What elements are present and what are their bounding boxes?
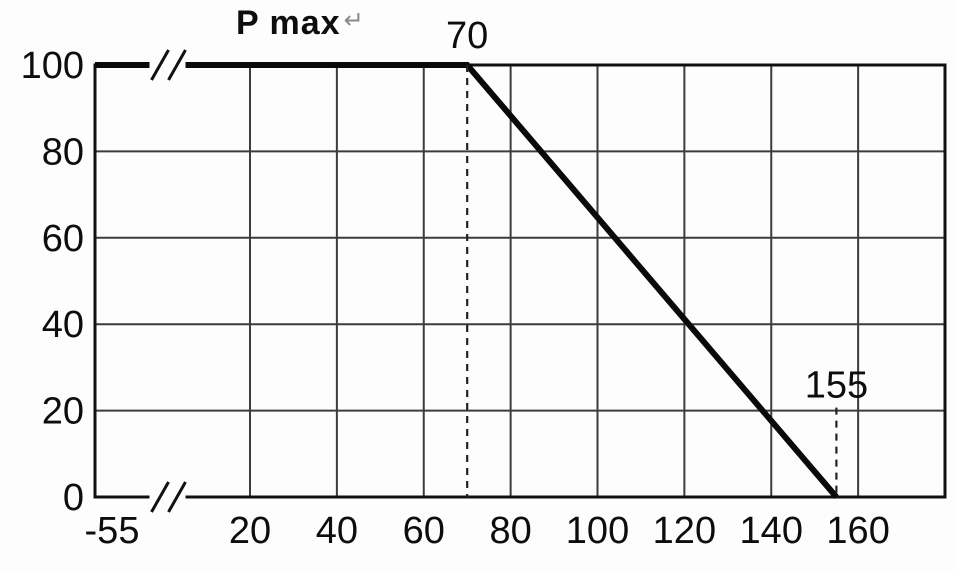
chart-title: P max ↵ [236, 4, 365, 43]
plot-border [93, 63, 947, 499]
x-tick-label: 160 [826, 510, 889, 552]
x-tick-label: -55 [85, 510, 140, 552]
series-line [95, 62, 839, 499]
annotation-label: 155 [805, 365, 868, 407]
x-tick-label: 80 [489, 510, 531, 552]
annotation-label: 70 [446, 15, 488, 57]
x-tick-label: 120 [653, 510, 716, 552]
y-tick-label: 20 [42, 391, 84, 433]
axis-break-slash-icon [167, 481, 187, 513]
axis-break-slash-icon [150, 49, 170, 81]
x-tick-label: 140 [740, 510, 803, 552]
x-tick-label: 100 [566, 510, 629, 552]
x-tick-label: 20 [229, 510, 271, 552]
x-tick-label: 60 [403, 510, 445, 552]
y-tick-label: 40 [42, 304, 84, 346]
axis-break-slash-icon [167, 49, 187, 81]
x-tick-label: 40 [316, 510, 358, 552]
chart-title-text: P max [236, 4, 341, 42]
y-tick-label: 100 [21, 45, 84, 87]
axis-break-slash-icon [150, 481, 170, 513]
y-tick-label: 60 [42, 218, 84, 260]
y-tick-label: 80 [42, 131, 84, 173]
y-tick-label: 0 [63, 477, 84, 519]
return-mark-icon: ↵ [343, 7, 365, 34]
